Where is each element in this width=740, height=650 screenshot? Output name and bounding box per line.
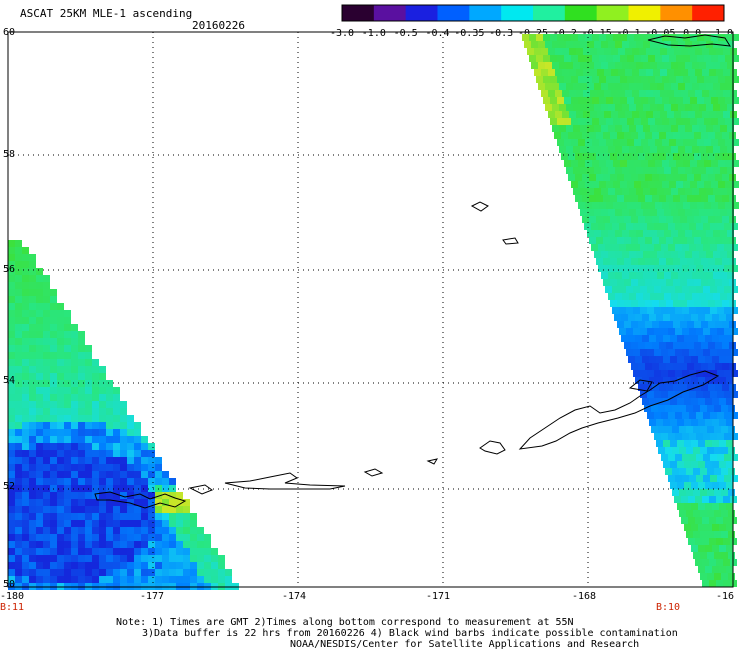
time-label-left: B:11 (0, 602, 25, 613)
time-label-right: B:10 (656, 602, 681, 613)
colorbar-swatch (660, 5, 693, 21)
lat-label-50: 50 (3, 579, 16, 590)
lat-label-58: 58 (3, 149, 16, 160)
colorbar-tick-label: -3.0 (330, 28, 354, 39)
colorbar-tick-label: -0.3 (489, 28, 513, 39)
colorbar-swatch (342, 5, 375, 21)
footer-note-1: Note: 1) Times are GMT 2)Times along bot… (116, 617, 574, 628)
coastline (94, 34, 731, 509)
colorbar-swatch (469, 5, 502, 21)
map-frame (7, 31, 734, 588)
lon-label-174: -174 (282, 591, 307, 602)
colorbar-swatch (373, 5, 407, 21)
lon-label-180: -180 (0, 591, 25, 602)
lon-label-16: -16 (716, 591, 735, 602)
colorbar-swatch (692, 5, 725, 21)
lon-label-168: -168 (572, 591, 597, 602)
lon-label-171: -171 (426, 591, 451, 602)
colorbar-tick-label: -0.4 (425, 28, 449, 39)
lon-label-177: -177 (140, 591, 165, 602)
map-title: ASCAT 25KM MLE-1 ascending (20, 7, 193, 20)
colorbar-tick-label: -0.05 (645, 28, 675, 39)
colorbar-tick-label: -1.0 (362, 28, 386, 39)
graticule (8, 32, 733, 587)
lat-label-60: 60 (3, 27, 16, 38)
colorbar-swatch (628, 5, 661, 21)
colorbar-tick-label: 1.0 (715, 28, 733, 39)
colorbar-swatch (501, 5, 534, 21)
colorbar-tick-label: -0.1 (616, 28, 640, 39)
colorbar-tick-label: -0.5 (394, 28, 418, 39)
footer-note-2: 3)Data buffer is 22 hrs from 20160226 4)… (142, 628, 678, 639)
lat-label-56: 56 (3, 264, 16, 275)
colorbar-tick-label: -0.25 (518, 28, 548, 39)
footer-note-3: NOAA/NESDIS/Center for Satellite Applica… (290, 639, 640, 650)
map-date: 20160226 (192, 19, 245, 32)
colorbar-tick-label: -0.15 (582, 28, 612, 39)
colorbar-swatch (533, 5, 566, 21)
colorbar-swatch (596, 5, 629, 21)
lat-label-52: 52 (3, 481, 16, 492)
colorbar-swatch (564, 5, 598, 21)
colorbar-tick-label: -0.2 (553, 28, 577, 39)
colorbar-tick-label: 0.0 (683, 28, 701, 39)
colorbar: -3.0 -1.0 -0.5 -0.4 -0.35 -0.3 -0.25 -0.2 -0.15-… (330, 4, 733, 39)
colorbar-swatch (405, 5, 438, 21)
swath-pixels (8, 34, 739, 590)
lat-label-54: 54 (3, 375, 16, 386)
colorbar-tick-label: -0.35 (454, 28, 484, 39)
colorbar-swatch (437, 5, 470, 21)
